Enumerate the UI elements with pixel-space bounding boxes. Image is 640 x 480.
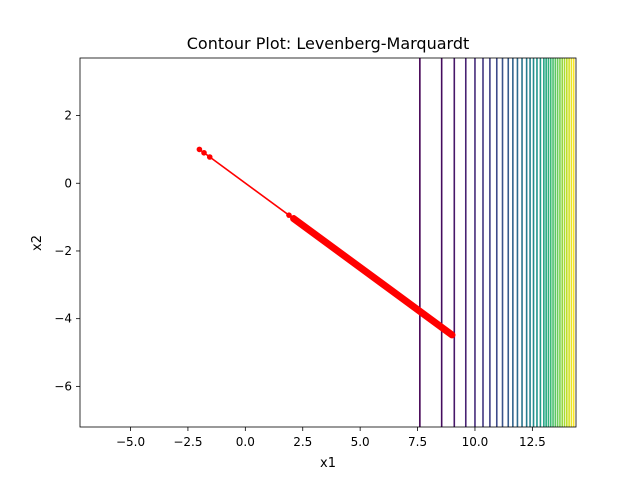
path-point	[295, 219, 301, 225]
optimizer-path	[196, 146, 456, 339]
x-tick-label: −2.5	[173, 435, 202, 449]
path-point	[206, 154, 213, 160]
y-axis-ticks: 2 0 −2 −4 −6	[54, 109, 80, 393]
y-tick-label: −2	[54, 244, 72, 258]
path-point	[286, 212, 292, 218]
x-axis-ticks: −5.0 −2.5 0.0 2.5 5.0 7.5 10.0 12.5	[116, 427, 546, 449]
chart-title: Contour Plot: Levenberg-Marquardt	[187, 34, 470, 53]
path-point	[290, 215, 297, 222]
x-tick-label: 12.5	[519, 435, 546, 449]
path-point	[196, 146, 203, 153]
x-tick-label: 7.5	[408, 435, 427, 449]
y-tick-label: −4	[54, 312, 72, 326]
y-tick-label: −6	[54, 379, 72, 393]
plot-area-frame	[79, 57, 577, 428]
path-dense-markers	[290, 215, 456, 339]
y-axis-label: x2	[30, 235, 45, 251]
x-axis-label: x1	[320, 456, 336, 471]
x-tick-label: 2.5	[293, 435, 312, 449]
x-tick-label: 0.0	[236, 435, 255, 449]
x-tick-label: −5.0	[116, 435, 145, 449]
path-point	[201, 149, 207, 156]
contour-lines	[419, 58, 575, 427]
y-tick-label: 2	[64, 109, 72, 123]
y-tick-label: 0	[64, 176, 72, 190]
x-tick-label: 10.0	[462, 435, 489, 449]
x-tick-label: 5.0	[351, 435, 370, 449]
